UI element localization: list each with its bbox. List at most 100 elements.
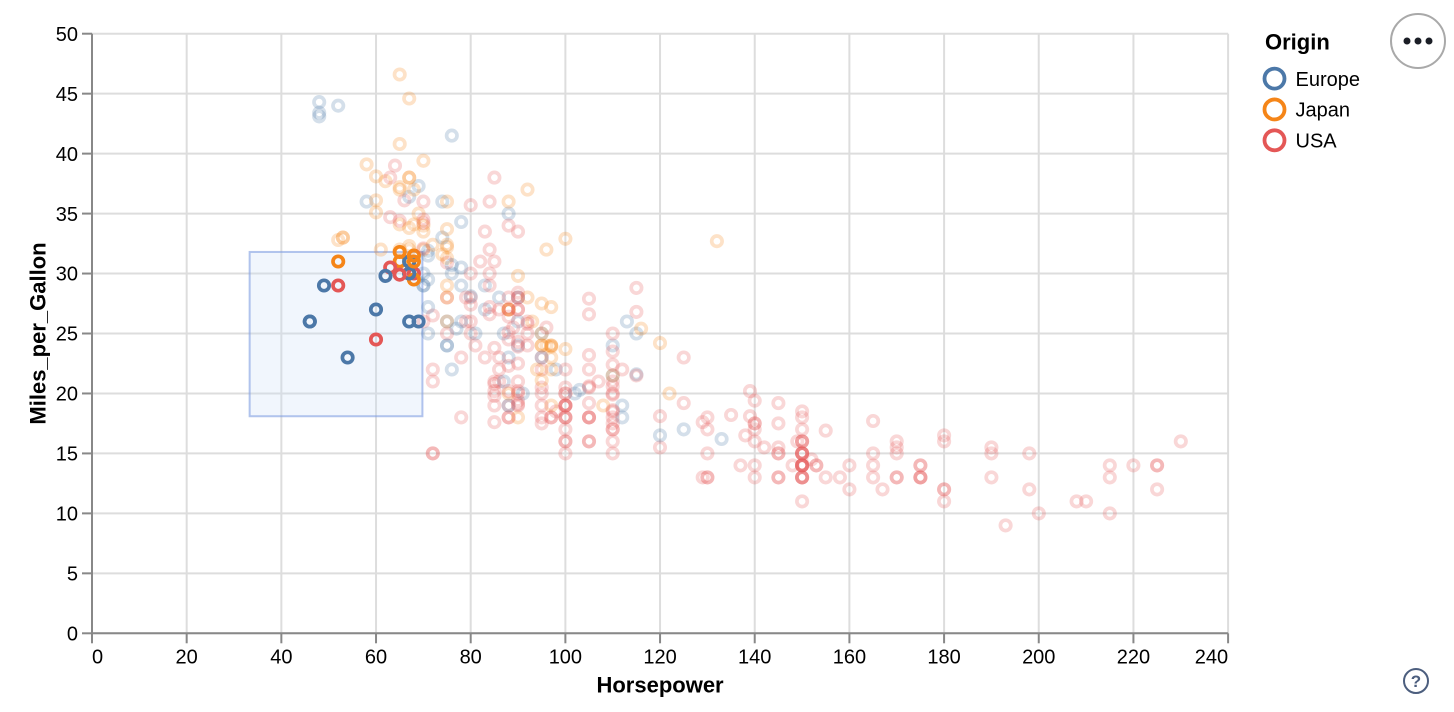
scatter-point	[558, 398, 573, 413]
scatter-point	[406, 217, 421, 232]
scatter-point	[795, 404, 810, 419]
scatter-point	[477, 224, 492, 239]
scatter-point	[913, 458, 928, 473]
scatter-point	[795, 458, 810, 473]
scatter-point	[889, 470, 904, 485]
scatter-point	[510, 285, 526, 300]
scatter-point	[378, 268, 393, 283]
scatter-point	[316, 278, 332, 293]
scatter-point	[605, 374, 620, 389]
scatter-point	[510, 386, 526, 401]
ellipsis-icon	[1403, 37, 1433, 45]
scatter-point	[605, 368, 620, 383]
scatter-point	[473, 254, 488, 269]
scatter-point	[439, 290, 455, 305]
scatter-point	[501, 309, 516, 324]
scatter-point	[937, 434, 952, 449]
scatter-point	[482, 300, 497, 315]
scatter-point	[795, 470, 810, 485]
scatter-point	[605, 422, 620, 437]
scatter-point	[795, 494, 810, 509]
scatter-point	[747, 470, 762, 485]
scatter-point	[402, 242, 417, 257]
scatter-point	[368, 302, 384, 317]
scatter-point	[416, 194, 431, 209]
scatter-point	[534, 326, 549, 341]
x-tick-label: 120	[643, 646, 676, 668]
scatter-point	[558, 434, 573, 449]
y-tick-label: 15	[56, 444, 78, 466]
scatter-point	[510, 302, 526, 317]
scatter-point	[605, 446, 620, 461]
scatter-point	[714, 431, 729, 447]
scatter-point	[733, 458, 748, 473]
scatter-point	[634, 321, 649, 336]
y-tick-label: 10	[56, 504, 78, 526]
scatter-point	[558, 446, 573, 461]
scatter-point	[785, 458, 800, 473]
scatter-point	[629, 280, 644, 295]
scatter-point	[383, 170, 398, 185]
scatter-point	[771, 416, 786, 431]
scatter-point	[548, 404, 563, 419]
scatter-point	[795, 446, 810, 461]
legend-entry: Japan	[1262, 97, 1350, 122]
scatter-point	[984, 446, 999, 461]
scatter-point	[510, 290, 526, 305]
scatter-point	[312, 109, 327, 124]
scatter-point	[454, 214, 469, 230]
scatter-point	[463, 326, 478, 341]
scatter-point	[454, 410, 469, 425]
x-tick-label: 20	[176, 646, 198, 668]
scatter-point	[558, 231, 573, 246]
scatter-point	[435, 230, 450, 245]
scatter-point	[558, 362, 573, 377]
scatter-point	[795, 446, 810, 461]
scatter-point	[439, 222, 455, 237]
scatter-point	[335, 230, 350, 245]
scatter-point	[501, 350, 516, 365]
x-axis-title: Horsepower	[596, 673, 724, 698]
scatter-point	[487, 254, 502, 269]
scatter-point	[439, 290, 455, 305]
scatter-point	[534, 350, 549, 365]
scatter-point	[539, 242, 554, 257]
help-button[interactable]: ?	[1403, 668, 1429, 694]
scatter-point	[605, 357, 620, 372]
scatter-point	[866, 470, 881, 485]
scatter-point	[795, 458, 810, 473]
scatter-point	[795, 470, 810, 485]
scatter-point	[520, 338, 535, 353]
scatter-point	[402, 189, 417, 204]
chart-actions-menu-button[interactable]	[1390, 13, 1446, 69]
scatter-point	[501, 302, 516, 317]
scatter-point	[605, 404, 620, 419]
scatter-point	[605, 379, 620, 394]
scatter-point	[510, 334, 526, 349]
scatter-point	[312, 105, 327, 120]
scatter-point	[790, 434, 805, 449]
legend-label: Europe	[1296, 69, 1361, 91]
scatter-point	[463, 198, 478, 213]
scatter-point	[1150, 458, 1165, 473]
scatter-point	[454, 260, 469, 275]
scatter-point	[454, 278, 469, 293]
scatter-point	[421, 300, 436, 315]
scatter-point	[747, 416, 762, 431]
scatter-point	[406, 248, 421, 263]
scatter-point	[676, 396, 691, 411]
scatter-point	[1022, 446, 1037, 461]
scatter-point	[795, 422, 810, 437]
x-tick-label: 60	[365, 646, 387, 668]
scatter-point	[1031, 506, 1046, 521]
scatter-point	[501, 290, 516, 305]
scatter-point	[416, 314, 431, 329]
scatter-point	[416, 224, 431, 239]
scatter-point	[501, 410, 516, 425]
scatter-point	[1173, 434, 1188, 449]
scatter-point	[406, 182, 421, 197]
help-question-mark: ?	[1410, 671, 1422, 691]
scatter-point	[425, 446, 440, 461]
scatter-point	[368, 193, 384, 208]
